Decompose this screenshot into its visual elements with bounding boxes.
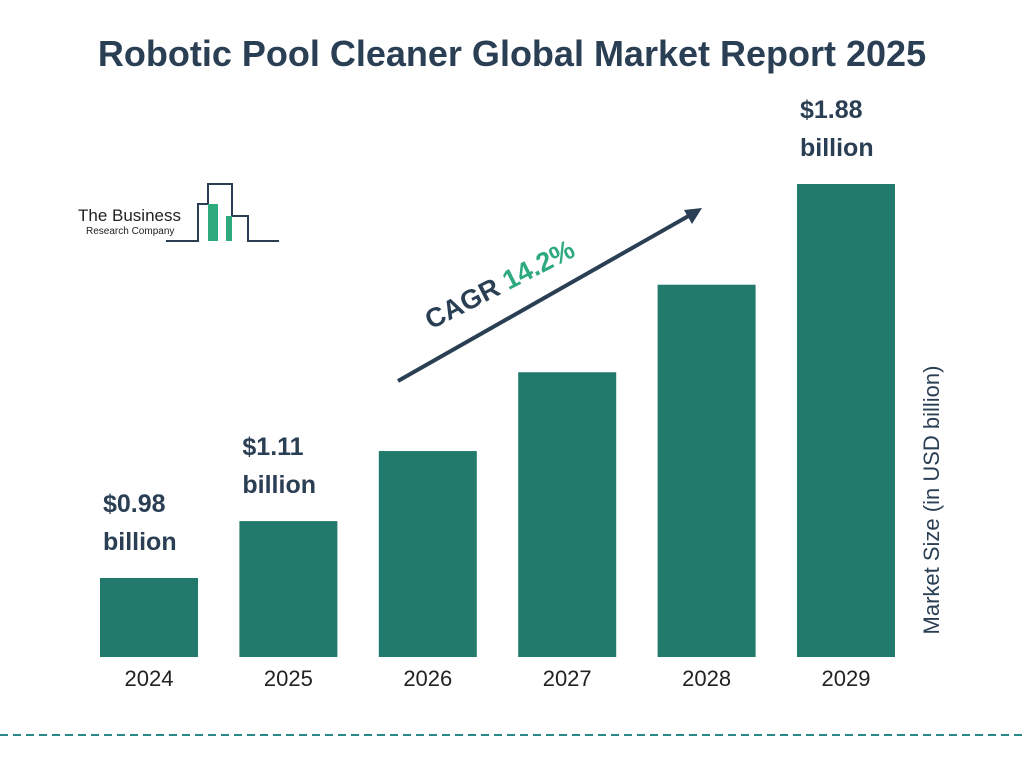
chart-title: Robotic Pool Cleaner Global Market Repor… (97, 33, 927, 74)
x-tick-label: 2025 (263, 666, 313, 691)
value-label: $1.11 billion (242, 433, 316, 500)
value-label: $1.88 billion (800, 96, 874, 162)
cagr-arrow (397, 208, 702, 383)
bar (239, 521, 338, 657)
logo-graphic (166, 183, 279, 242)
x-tick-label: 2028 (682, 666, 732, 691)
bar (797, 184, 895, 657)
bar (657, 284, 756, 657)
bar (100, 578, 198, 657)
x-tick-label: 2027 (542, 666, 592, 691)
logo-subtext: Research Company (86, 226, 175, 237)
bar (518, 372, 617, 657)
x-tick-label: 2024 (124, 666, 174, 691)
logo-text: The Business (78, 206, 181, 225)
y-axis-label: Market Size (in USD billion) (919, 365, 944, 635)
x-tick-label: 2026 (403, 666, 453, 691)
value-label: $0.98 billion (103, 490, 177, 556)
x-tick-label: 2029 (821, 666, 871, 691)
bar (378, 451, 477, 657)
